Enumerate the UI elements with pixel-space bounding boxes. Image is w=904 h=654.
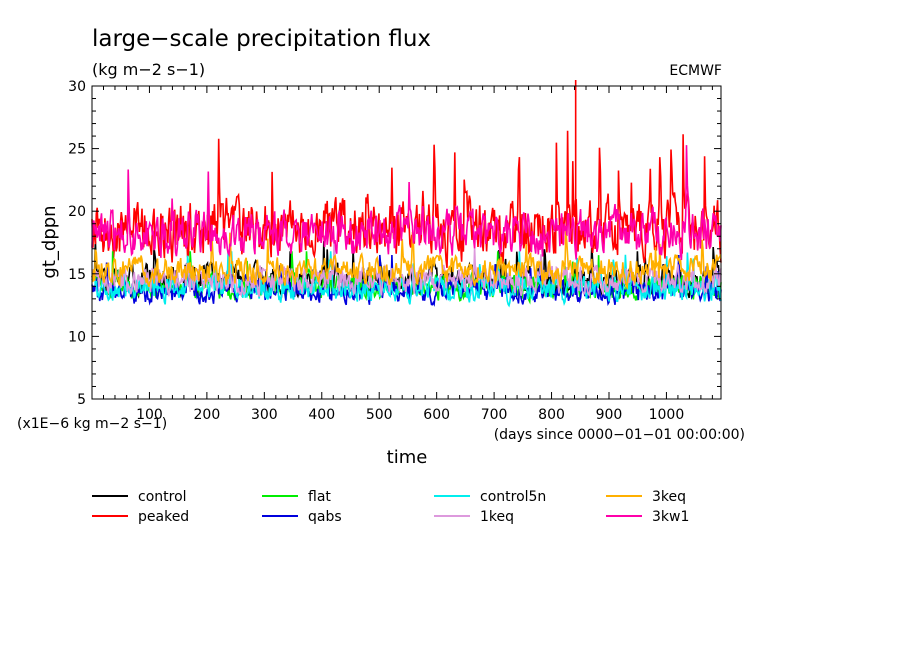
x-tick-label: 200 <box>194 407 221 423</box>
x-tick-label: 900 <box>596 407 623 423</box>
x-units-note: (days since 0000−01−01 00:00:00) <box>494 427 745 443</box>
y-tick-label: 15 <box>68 267 86 283</box>
y-tick-label: 30 <box>68 79 86 95</box>
legend-label-1keq: 1keq <box>480 509 514 525</box>
y-axis-label: gt_dppn <box>39 205 60 278</box>
source-label: ECMWF <box>669 63 722 79</box>
y-tick-label: 10 <box>68 329 86 345</box>
x-tick-label: 500 <box>366 407 393 423</box>
x-tick-label: 1000 <box>649 407 685 423</box>
legend-label-3keq: 3keq <box>652 489 686 505</box>
plot-series-group <box>91 80 722 308</box>
y-tick-label: 25 <box>68 142 86 158</box>
legend-label-flat: flat <box>308 489 331 505</box>
x-tick-label: 100 <box>136 407 163 423</box>
x-axis-label: time <box>387 447 428 468</box>
axis-tick-labels: 5 10 15 20 25 30 100 200 300 400 500 600 700 800 900 10… <box>68 79 684 423</box>
series-line-3kw1 <box>91 145 722 261</box>
x-tick-label: 600 <box>423 407 450 423</box>
series-line-1keq <box>91 242 722 298</box>
chart-title: large−scale precipitation flux <box>92 26 431 52</box>
series-line-3keq <box>91 230 722 291</box>
legend-label-control: control <box>138 489 187 505</box>
chart-units: (kg m−2 s−1) <box>92 60 205 79</box>
x-tick-label: 300 <box>251 407 278 423</box>
y-scale-note: (x1E−6 kg m−2 s−1) <box>17 416 167 432</box>
x-tick-label: 800 <box>538 407 565 423</box>
series-line-control5n <box>91 251 722 308</box>
y-tick-label: 5 <box>77 392 86 408</box>
x-tick-label: 400 <box>308 407 335 423</box>
x-tick-label: 700 <box>481 407 508 423</box>
legend-label-3kw1: 3kw1 <box>652 509 689 525</box>
legend-label-control5n: control5n <box>480 489 546 505</box>
plot-frame <box>91 85 722 400</box>
legend: control peaked flat qabs control5n 1keq 3keq 3k… <box>92 489 689 525</box>
legend-label-peaked: peaked <box>138 509 189 525</box>
y-tick-label: 20 <box>68 204 86 220</box>
legend-label-qabs: qabs <box>308 509 342 525</box>
axis-ticks <box>92 85 721 400</box>
